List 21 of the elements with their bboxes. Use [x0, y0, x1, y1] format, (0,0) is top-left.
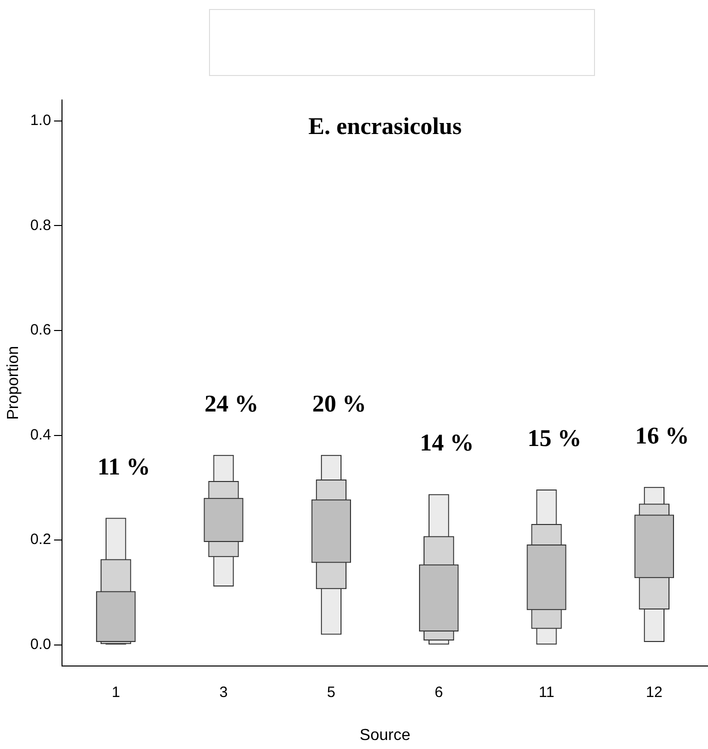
x-tick-label: 12	[646, 684, 663, 701]
annotation: 20 %	[312, 391, 366, 418]
y-tick-label: 0.0	[30, 636, 52, 653]
annotation: 24 %	[204, 391, 259, 418]
y-tick-label: 0.6	[30, 322, 52, 339]
text: E. encrasicolus	[308, 114, 462, 140]
annotation: 14 %	[420, 430, 474, 457]
y-axis-title: Proportion	[5, 346, 22, 420]
x-tick-label: 5	[327, 684, 336, 701]
x-axis-title: Source	[360, 726, 410, 744]
annotation: 16 %	[635, 423, 690, 450]
annotation: 15 %	[528, 426, 582, 452]
x-tick-label: 1	[112, 684, 120, 701]
y-tick-label: 1.0	[30, 112, 52, 130]
x-tick-label: 6	[434, 684, 444, 701]
x-tick-label: 11	[538, 684, 554, 701]
annotation: 11 %	[98, 454, 150, 480]
y-tick-label: 0.8	[30, 216, 52, 234]
y-tick-label: 0.2	[30, 531, 52, 548]
x-tick-label: 3	[219, 684, 228, 701]
y-tick-label: 0.4	[30, 426, 52, 444]
